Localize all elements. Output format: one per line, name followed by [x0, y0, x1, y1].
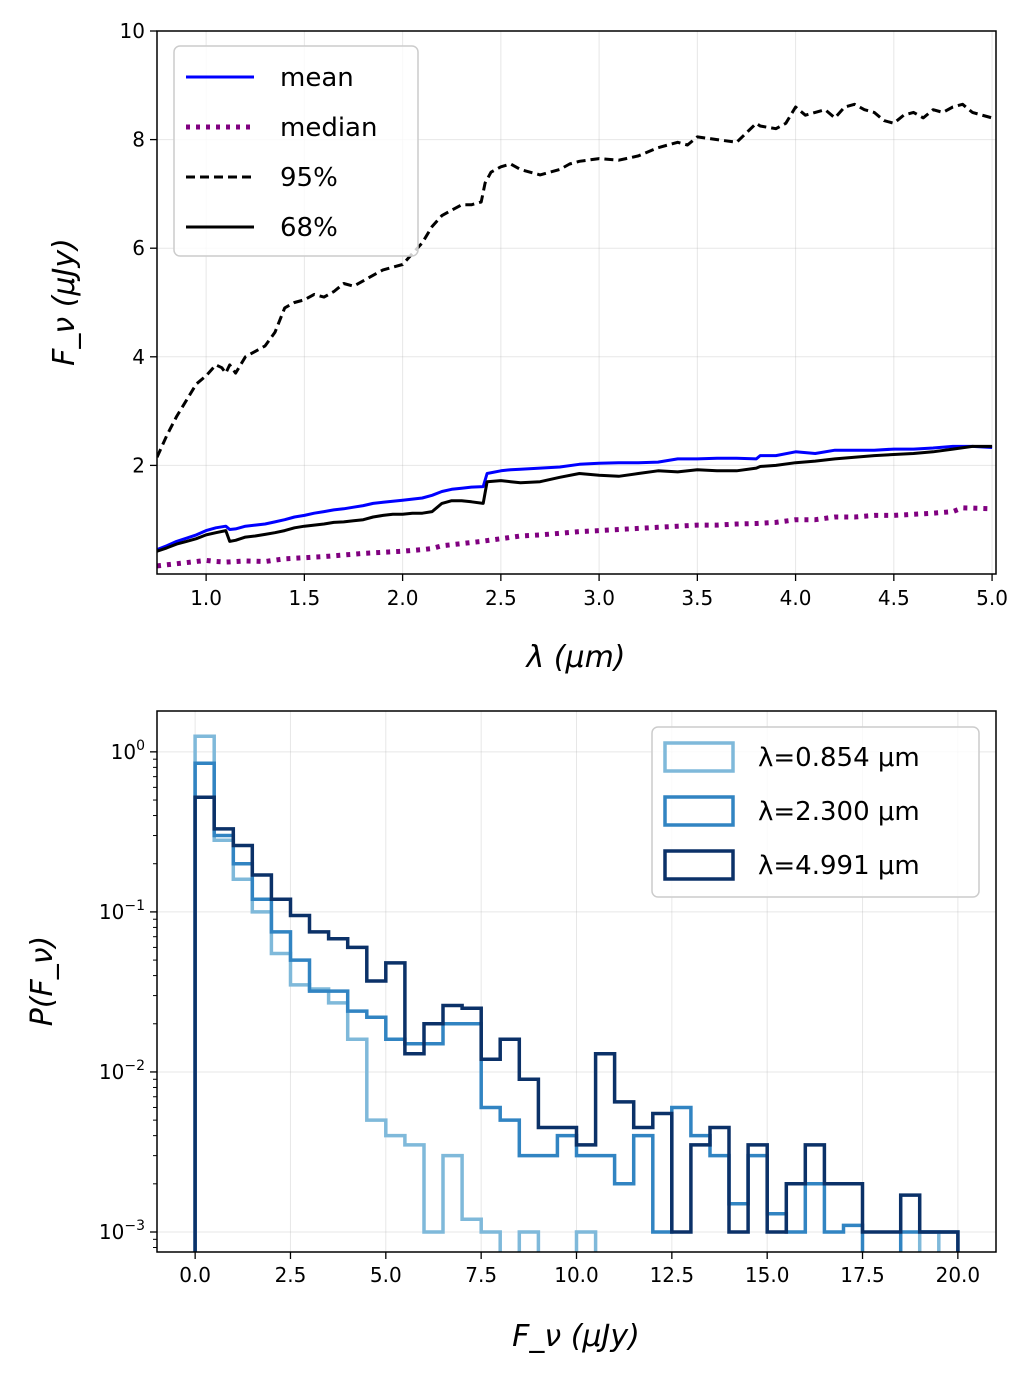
spectrum-xtick-label: 4.0: [780, 586, 812, 610]
spectrum-xtick-label: 1.0: [190, 586, 222, 610]
spectrum-xtick-label: 2.0: [387, 586, 419, 610]
series-line-95pct: [157, 102, 993, 458]
histogram-step-3: [193, 795, 960, 1252]
histogram-ytick-label: 10−3: [99, 1218, 145, 1244]
legend-label: 95%: [280, 163, 338, 193]
spectrum-ticks: 1.0 1.5 2.0 2.5 3.0 3.5 4.0 4.5 5.0 2 4 6 8 10: [120, 19, 1008, 610]
spectrum-xlabel: λ (μm): [524, 640, 625, 675]
spectrum-lines: [157, 102, 993, 569]
legend-label: λ=2.300 μm: [758, 797, 920, 827]
spectrum-ytick-label: 8: [132, 128, 145, 152]
histogram-step-1: [193, 734, 941, 1252]
legend-swatch: [663, 849, 735, 881]
spectrum-xtick-label: 5.0: [976, 586, 1008, 610]
spectrum-ytick-label: 10: [120, 19, 145, 43]
spectrum-xtick-label: 4.5: [878, 586, 910, 610]
histogram-xtick-label: 17.5: [840, 1263, 885, 1287]
histogram-xlabel: F_ν (μJy): [512, 1319, 640, 1354]
histogram-ytick-label: 10−2: [99, 1058, 145, 1084]
legend-label: 68%: [280, 213, 338, 243]
spectrum-xtick-label: 3.0: [583, 586, 615, 610]
legend-label: λ=0.854 μm: [758, 743, 920, 773]
histogram-ticks: 0.0 2.5 5.0 7.5 10.0 12.5 15.0 17.5 20.0 100 10−1 1…: [99, 738, 980, 1287]
spectrum-xtick-label: 2.5: [485, 586, 517, 610]
histogram-xtick-label: 10.0: [554, 1263, 599, 1287]
spectrum-xtick-label: 1.5: [288, 586, 320, 610]
spectrum-ylabel: F_ν (μJy): [47, 238, 82, 366]
legend-swatch: [663, 795, 735, 827]
series-line-mean: [157, 444, 993, 551]
histogram-ytick-label: 10−1: [99, 898, 145, 924]
histogram-steps: [193, 734, 960, 1252]
spectrum-ytick-label: 4: [132, 345, 145, 369]
legend-label: median: [280, 113, 377, 143]
legend-label: mean: [280, 63, 354, 93]
histogram-xtick-label: 12.5: [650, 1263, 695, 1287]
spectrum-ytick-label: 2: [132, 453, 145, 477]
spectrum-ytick-label: 6: [132, 236, 145, 260]
legend-label: λ=4.991 μm: [758, 851, 920, 881]
spectrum-legend: mean median 95% 68%: [173, 45, 419, 257]
histogram-xtick-label: 15.0: [745, 1263, 790, 1287]
histogram-ytick-label: 100: [111, 738, 145, 764]
histogram-xtick-label: 7.5: [465, 1263, 497, 1287]
histogram-xtick-label: 5.0: [370, 1263, 402, 1287]
series-line-68pct: [157, 444, 993, 553]
legend-swatch: [663, 741, 735, 773]
spectrum-legend-box: [173, 45, 419, 257]
spectrum-axes-frame: [156, 30, 997, 575]
histogram-legend: λ=0.854 μm λ=2.300 μm λ=4.991 μm: [651, 726, 980, 898]
series-line-median: [157, 505, 993, 569]
histogram-xtick-label: 0.0: [179, 1263, 211, 1287]
histogram-xtick-label: 2.5: [275, 1263, 307, 1287]
histogram-ylabel: P(F_ν): [25, 936, 60, 1027]
histogram-xtick-label: 20.0: [936, 1263, 981, 1287]
histogram-panel: 0.0 2.5 5.0 7.5 10.0 12.5 15.0 17.5 20.0 100 10−1 1…: [25, 710, 997, 1354]
spectrum-panel: 1.0 1.5 2.0 2.5 3.0 3.5 4.0 4.5 5.0 2 4 6 8 10 λ (μm)…: [47, 19, 1008, 675]
spectrum-xtick-label: 3.5: [681, 586, 713, 610]
